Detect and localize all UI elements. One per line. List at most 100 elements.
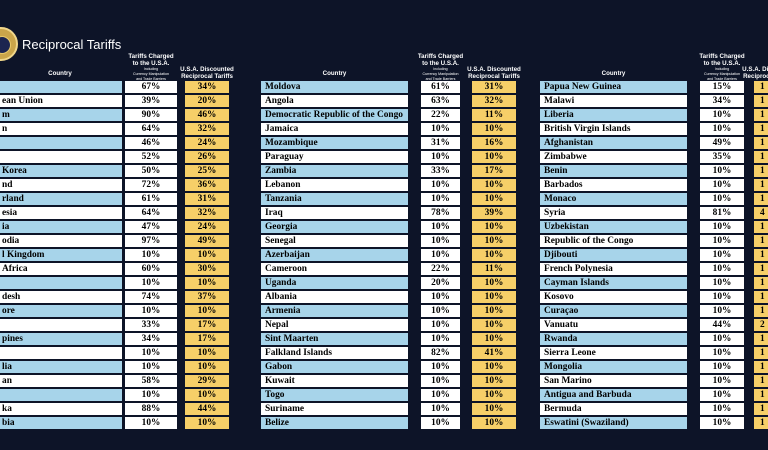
discounted-tariff-cell: 10% — [472, 375, 516, 387]
country-cell: Jamaica — [261, 123, 408, 135]
discounted-tariff-cell: 10% — [472, 151, 516, 163]
discounted-tariff-cell: 1 — [754, 151, 768, 163]
tariff-charged-cell: 67% — [125, 81, 177, 93]
table-row: Cameroon 22% 11% — [0, 263, 768, 276]
table-row: Liberia 10% 1 — [0, 109, 768, 122]
tariff-charged-cell: 10% — [700, 263, 744, 275]
table-row: Senegal 10% 10% — [0, 235, 768, 248]
tariff-charged-cell: 34% — [125, 333, 177, 345]
tariff-charged-cell: 10% — [421, 403, 460, 415]
discounted-tariff-cell: 1 — [754, 389, 768, 401]
country-cell: Barbados — [540, 179, 687, 191]
table-row: Moldova 61% 31% — [0, 81, 768, 94]
table-row: Africa 60% 30% — [0, 263, 768, 276]
discounted-tariff-cell: 10% — [185, 249, 229, 261]
tariff-charged-cell: 88% — [125, 403, 177, 415]
tariff-charged-cell: 10% — [421, 151, 460, 163]
table-row: Belize 10% 10% — [0, 417, 768, 430]
discounted-tariff-cell: 17% — [472, 165, 516, 177]
discounted-tariff-cell: 24% — [185, 137, 229, 149]
country-cell: Angola — [261, 95, 408, 107]
country-cell: Lebanon — [261, 179, 408, 191]
table-row: Jamaica 10% 10% — [0, 123, 768, 136]
tariff-charged-cell: 33% — [125, 319, 177, 331]
tariff-charged-cell: 90% — [125, 109, 177, 121]
discounted-tariff-cell: 1 — [754, 81, 768, 93]
tariff-charged-cell: 10% — [700, 277, 744, 289]
discounted-tariff-cell: 41% — [472, 347, 516, 359]
discounted-tariff-cell: 10% — [185, 347, 229, 359]
table-row: Papua New Guinea 15% 1 — [0, 81, 768, 94]
tariff-charged-cell: 63% — [421, 95, 460, 107]
country-cell: Kosovo — [540, 291, 687, 303]
tariff-charged-cell: 81% — [700, 207, 744, 219]
discounted-tariff-cell: 1 — [754, 179, 768, 191]
table-row: Cayman Islands 10% 1 — [0, 277, 768, 290]
tariff-charged-cell: 10% — [125, 389, 177, 401]
tariff-charged-cell: 60% — [125, 263, 177, 275]
country-cell: French Polynesia — [540, 263, 687, 275]
tariff-charged-cell: 22% — [421, 263, 460, 275]
table-row: 10% 10% — [0, 347, 768, 360]
discounted-tariff-cell: 10% — [472, 179, 516, 191]
country-cell: Tanzania — [261, 193, 408, 205]
country-cell: Cameroon — [261, 263, 408, 275]
country-cell: Malawi — [540, 95, 687, 107]
table-row: Armenia 10% 10% — [0, 305, 768, 318]
tariff-charged-cell: 10% — [125, 347, 177, 359]
table-row: Togo 10% 10% — [0, 389, 768, 402]
tariff-charged-cell: 10% — [421, 193, 460, 205]
tariff-charged-cell: 10% — [700, 417, 744, 429]
country-cell: Democratic Republic of the Congo — [261, 109, 408, 121]
table-row: Eswatini (Swaziland) 10% 1 — [0, 417, 768, 430]
header-tariffs-charged: Tariffs Charged to the U.S.A. Including Cur… — [411, 53, 470, 82]
country-cell: Syria — [540, 207, 687, 219]
header-tariffs-charged: Tariffs Charged to the U.S.A. Including Cur… — [690, 53, 754, 82]
header-charged-line: Tariffs Charged — [128, 53, 174, 60]
discounted-tariff-cell: 36% — [185, 179, 229, 191]
country-cell: Republic of the Congo — [540, 235, 687, 247]
country-cell: Mongolia — [540, 361, 687, 373]
discounted-tariff-cell: 1 — [754, 137, 768, 149]
discounted-tariff-cell: 16% — [472, 137, 516, 149]
discounted-tariff-cell: 10% — [472, 221, 516, 233]
table-row: 10% 10% — [0, 277, 768, 290]
discounted-tariff-cell: 10% — [185, 361, 229, 373]
country-cell: Uzbekistan — [540, 221, 687, 233]
tariff-charged-cell: 10% — [700, 235, 744, 247]
tariff-charged-cell: 10% — [700, 249, 744, 261]
table-row: Nepal 10% 10% — [0, 319, 768, 332]
presidential-seal-icon — [0, 27, 18, 61]
table-row: Albania 10% 10% — [0, 291, 768, 304]
table-row: Antigua and Barbuda 10% 1 — [0, 389, 768, 402]
tariff-charged-cell: 10% — [421, 123, 460, 135]
table-row: Benin 10% 1 — [0, 165, 768, 178]
tariff-charged-cell: 10% — [700, 179, 744, 191]
table-row: Rwanda 10% 1 — [0, 333, 768, 346]
country-cell: desh — [0, 291, 122, 303]
table-row: Tanzania 10% 10% — [0, 193, 768, 206]
tariff-charged-cell: 10% — [700, 123, 744, 135]
discounted-tariff-cell: 10% — [185, 305, 229, 317]
tariff-charged-cell: 10% — [125, 277, 177, 289]
table-row: nd 72% 36% — [0, 179, 768, 192]
table-row: Curaçao 10% 1 — [0, 305, 768, 318]
table-row: Mongolia 10% 1 — [0, 361, 768, 374]
country-cell: Zambia — [261, 165, 408, 177]
header-charged-subline: Including — [714, 67, 730, 71]
country-cell — [0, 319, 122, 331]
tariff-charged-cell: 72% — [125, 179, 177, 191]
discounted-tariff-cell: 1 — [754, 347, 768, 359]
table-row: Azerbaijan 10% 10% — [0, 249, 768, 262]
discounted-tariff-cell: 10% — [472, 319, 516, 331]
country-cell: Togo — [261, 389, 408, 401]
discounted-tariff-cell: 10% — [472, 291, 516, 303]
table-row: l Kingdom 10% 10% — [0, 249, 768, 262]
country-cell: rland — [0, 193, 122, 205]
tariff-charged-cell: 50% — [125, 165, 177, 177]
country-cell: British Virgin Islands — [540, 123, 687, 135]
discounted-tariff-cell: 32% — [185, 123, 229, 135]
header-charged-subline: Currency Manipulation — [704, 72, 740, 76]
tariff-charged-cell: 64% — [125, 207, 177, 219]
tariff-charged-cell: 78% — [421, 207, 460, 219]
